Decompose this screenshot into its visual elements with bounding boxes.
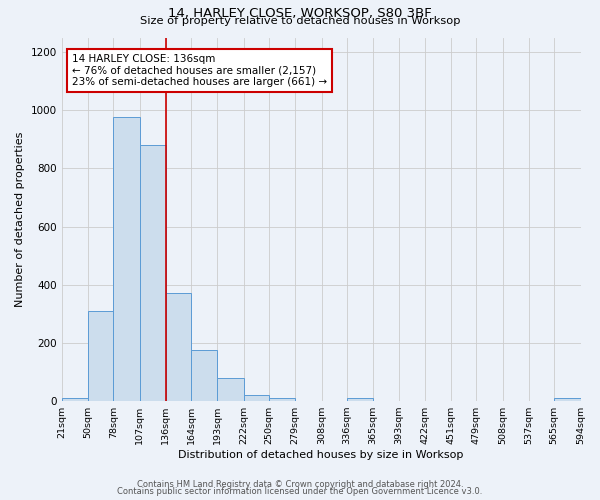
Text: 14 HARLEY CLOSE: 136sqm
← 76% of detached houses are smaller (2,157)
23% of semi: 14 HARLEY CLOSE: 136sqm ← 76% of detache… <box>72 54 327 87</box>
Text: Contains HM Land Registry data © Crown copyright and database right 2024.: Contains HM Land Registry data © Crown c… <box>137 480 463 489</box>
Y-axis label: Number of detached properties: Number of detached properties <box>15 132 25 307</box>
Bar <box>217 378 244 401</box>
Bar <box>113 118 140 401</box>
Bar <box>62 398 88 401</box>
Bar <box>191 350 217 401</box>
Bar <box>88 311 113 401</box>
Text: 14, HARLEY CLOSE, WORKSOP, S80 3BF: 14, HARLEY CLOSE, WORKSOP, S80 3BF <box>168 8 432 20</box>
Bar <box>140 145 166 401</box>
Bar <box>166 294 191 401</box>
Bar <box>554 398 581 401</box>
Bar <box>269 398 295 401</box>
Bar <box>244 396 269 401</box>
Text: Contains public sector information licensed under the Open Government Licence v3: Contains public sector information licen… <box>118 487 482 496</box>
Text: Size of property relative to detached houses in Worksop: Size of property relative to detached ho… <box>140 16 460 26</box>
Bar <box>347 398 373 401</box>
X-axis label: Distribution of detached houses by size in Worksop: Distribution of detached houses by size … <box>178 450 464 460</box>
